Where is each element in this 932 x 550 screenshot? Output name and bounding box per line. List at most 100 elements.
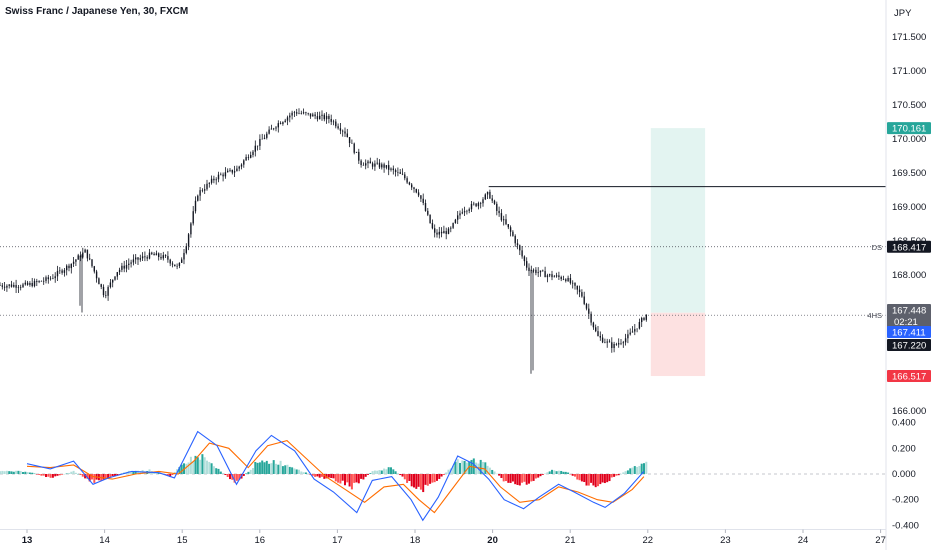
candle-body: [0, 285, 1, 286]
candle-body: [89, 258, 91, 260]
candle-body: [139, 258, 141, 260]
candle-body: [167, 256, 169, 260]
macd-histogram-bar: [31, 472, 34, 474]
price-tag-label: 167.220: [892, 341, 926, 352]
macd-histogram-bar: [390, 467, 392, 474]
candle-body: [45, 277, 47, 281]
macd-histogram-bar: [410, 474, 413, 487]
candle-body: [220, 174, 222, 176]
candle-body: [572, 282, 574, 284]
candle-body: [618, 343, 620, 345]
candle-body: [581, 292, 583, 297]
macd-histogram-bar: [35, 474, 38, 475]
macd-histogram-bar: [638, 465, 641, 474]
candle-body: [445, 231, 447, 234]
time-tick-label: 18: [410, 535, 421, 546]
candle-body: [355, 151, 358, 153]
candle-body: [56, 270, 59, 277]
macd-histogram-bar: [72, 470, 75, 474]
candle-body: [482, 199, 484, 204]
macd-histogram-bar: [268, 463, 271, 474]
candle-body: [224, 172, 227, 177]
macd-histogram-bar: [192, 461, 195, 474]
candle-body: [339, 128, 342, 131]
candle-body: [20, 287, 22, 288]
candle-body: [194, 200, 197, 212]
candle-body: [254, 145, 256, 152]
candle-body: [291, 112, 293, 116]
macd-histogram-bar: [603, 474, 606, 484]
macd-histogram-bar: [229, 474, 231, 480]
candle-body: [79, 255, 82, 258]
price-tag-bg: [887, 339, 931, 351]
candle-body: [406, 178, 408, 183]
macd-histogram-bar: [254, 461, 257, 474]
candle-body: [72, 261, 75, 264]
macd-histogram-bar: [445, 472, 448, 474]
candle-body: [98, 278, 100, 285]
price-tick-label: 171.500: [892, 32, 926, 43]
candle-body: [185, 246, 187, 253]
level-label-0: DS: [872, 243, 882, 252]
macd-histogram-bar: [22, 472, 24, 474]
macd-histogram-bar: [84, 474, 87, 479]
candle-body: [229, 169, 231, 171]
candle-body: [390, 168, 392, 170]
candle-body: [66, 265, 68, 271]
macd-histogram-bar: [26, 472, 29, 474]
macd-histogram-bar: [399, 474, 402, 476]
macd-histogram-bar: [311, 474, 314, 476]
macd-histogram-bar: [562, 471, 565, 474]
macd-histogram-bar: [610, 474, 613, 478]
macd-histogram-bar: [594, 474, 597, 488]
macd-histogram-bar: [111, 474, 114, 477]
macd-histogram-bar: [49, 474, 52, 478]
candle-body: [135, 257, 137, 260]
candle-body: [273, 128, 275, 130]
candle-body: [204, 189, 206, 191]
candle-body: [491, 198, 493, 201]
candle-body: [397, 172, 399, 173]
candle-body: [413, 187, 415, 190]
macd-histogram-bar: [307, 473, 310, 475]
candle-body: [61, 270, 63, 273]
candle-body: [417, 192, 420, 196]
candle-body: [475, 203, 477, 207]
macd-histogram-bar: [509, 474, 512, 483]
candle-body: [302, 112, 305, 114]
macd-histogram-bar: [226, 474, 229, 477]
macd-histogram-bar: [166, 474, 169, 476]
macd-histogram-bar: [139, 471, 142, 474]
candle-body: [24, 282, 26, 285]
candle-body: [215, 179, 217, 181]
candle-body: [213, 178, 215, 181]
macd-histogram-bar: [436, 474, 438, 481]
macd-histogram-bar: [56, 474, 59, 476]
candle-body: [542, 270, 544, 272]
candle-body: [606, 341, 608, 343]
macd-histogram-bar: [332, 474, 335, 479]
candle-body: [420, 195, 422, 199]
candle-body: [123, 265, 125, 269]
macd-histogram-bar: [629, 468, 632, 474]
macd-tick-label: 0.200: [892, 443, 916, 454]
candle-body: [77, 255, 79, 260]
macd-histogram-bar: [371, 471, 374, 474]
macd-histogram-bar: [551, 469, 553, 474]
macd-histogram-bar: [622, 472, 625, 474]
candle-body: [128, 263, 130, 265]
candle-body: [473, 203, 475, 205]
candle-body: [266, 133, 268, 138]
candle-body: [316, 116, 319, 120]
candle-body: [351, 143, 353, 144]
macd-histogram-bar: [341, 474, 344, 481]
price-tick-label: 170.500: [892, 100, 926, 111]
macd-histogram-bar: [378, 470, 381, 474]
macd-histogram-bar: [525, 474, 528, 485]
candle-body: [641, 318, 643, 323]
macd-histogram-bar: [210, 463, 213, 474]
macd-tick-label: 0.000: [892, 469, 916, 480]
macd-histogram-bar: [33, 473, 36, 475]
